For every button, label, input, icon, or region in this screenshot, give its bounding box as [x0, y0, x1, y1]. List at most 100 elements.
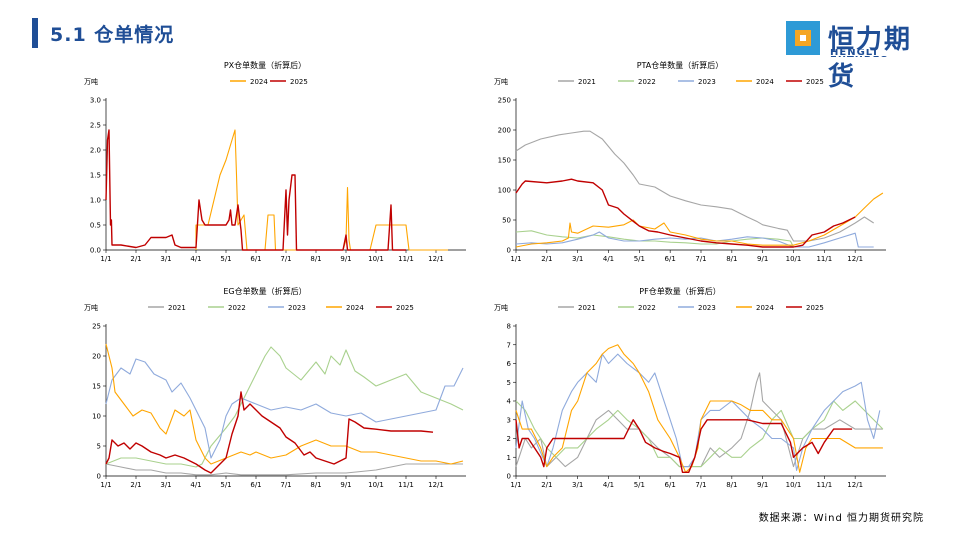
y-tick-label: 1.5 [90, 172, 101, 180]
x-tick-label: 10/1 [368, 481, 384, 489]
series-line-2021 [515, 372, 883, 468]
x-tick-label: 3/1 [160, 481, 171, 489]
legend-label-2023: 2023 [698, 304, 716, 312]
series-line-2022 [515, 400, 884, 468]
eg-chart: EG仓单数量（折算后）万吨 2021 2022 2023 2024 20250510152… [84, 286, 466, 489]
x-tick-label: 6/1 [250, 481, 261, 489]
x-tick-label: 8/1 [726, 255, 737, 263]
chart-title: PTA仓单数量（折算后） [637, 60, 724, 70]
y-tick-label: 15 [92, 383, 101, 391]
y-tick-label: 20 [92, 353, 101, 361]
legend-label-2025: 2025 [290, 78, 308, 86]
x-tick-label: 7/1 [695, 481, 706, 489]
legend-label-2024: 2024 [756, 78, 774, 86]
x-tick-label: 11/1 [398, 481, 414, 489]
y-tick-label: 200 [498, 127, 511, 135]
y-tick-label: 8 [507, 323, 511, 331]
x-tick-label: 1/1 [100, 255, 111, 263]
y-unit-label: 万吨 [84, 77, 98, 86]
y-tick-label: 0.5 [90, 222, 101, 230]
x-tick-label: 4/1 [190, 481, 201, 489]
y-tick-label: 0.0 [90, 247, 101, 255]
logo-name: 恒力期货 [828, 25, 913, 92]
x-tick-label: 1/1 [510, 255, 521, 263]
y-tick-label: 0 [507, 473, 511, 481]
x-tick-label: 10/1 [786, 481, 802, 489]
x-tick-label: 2/1 [130, 481, 141, 489]
series-line-2024 [195, 129, 448, 251]
x-tick-label: 8/1 [310, 255, 321, 263]
x-tick-label: 3/1 [572, 255, 583, 263]
x-tick-label: 3/1 [160, 255, 171, 263]
x-tick-label: 12/1 [428, 481, 444, 489]
series-line-2023 [515, 231, 874, 248]
y-tick-label: 7 [507, 341, 511, 349]
x-tick-label: 11/1 [816, 481, 832, 489]
legend-label-2021: 2021 [168, 304, 186, 312]
y-tick-label: 5 [97, 443, 101, 451]
y-tick-label: 50 [502, 217, 511, 225]
legend-label-2023: 2023 [698, 78, 716, 86]
y-tick-label: 2 [507, 435, 511, 443]
legend-label-2025: 2025 [806, 78, 824, 86]
x-tick-label: 12/1 [847, 255, 863, 263]
legend-label-2024: 2024 [346, 304, 364, 312]
legend-label-2024: 2024 [756, 304, 774, 312]
y-tick-label: 150 [498, 157, 511, 165]
title-accent-bar [32, 18, 38, 48]
x-tick-label: 4/1 [603, 255, 614, 263]
x-tick-label: 5/1 [220, 481, 231, 489]
x-tick-label: 6/1 [665, 481, 676, 489]
series-line-2023 [515, 353, 881, 471]
x-tick-label: 3/1 [572, 481, 583, 489]
y-tick-label: 5 [507, 379, 511, 387]
y-tick-label: 2.5 [90, 122, 101, 130]
series-line-2025 [515, 178, 856, 248]
x-tick-label: 2/1 [130, 255, 141, 263]
y-tick-label: 0 [507, 247, 511, 255]
company-logo: 恒力期货 HENGLI FUTURES [786, 19, 936, 92]
x-tick-label: 4/1 [190, 255, 201, 263]
chart-title: PX仓单数量（折算后） [224, 60, 306, 70]
px-chart: PX仓单数量（折算后） 万吨 2024 2025 0.0 0.5 1.0 1.5 2.0 2.5 3… [84, 60, 466, 263]
y-tick-label: 100 [498, 187, 511, 195]
y-tick-label: 2.0 [90, 147, 101, 155]
x-tick-label: 7/1 [280, 481, 291, 489]
x-tick-label: 11/1 [816, 255, 832, 263]
y-unit-label: 万吨 [84, 303, 98, 312]
x-tick-label: 9/1 [757, 255, 768, 263]
series-line-2025 [515, 419, 853, 473]
y-tick-label: 1.0 [90, 197, 101, 205]
x-tick-label: 10/1 [786, 255, 802, 263]
x-tick-label: 2/1 [541, 481, 552, 489]
logo-mark-icon [786, 21, 820, 55]
y-tick-label: 3 [507, 416, 511, 424]
series-line-2024 [515, 344, 883, 473]
x-tick-label: 1/1 [100, 481, 111, 489]
x-tick-label: 9/1 [340, 255, 351, 263]
x-tick-label: 2/1 [541, 255, 552, 263]
y-tick-label: 1 [507, 454, 511, 462]
x-tick-label: 11/1 [398, 255, 414, 263]
chart-title: EG仓单数量（折算后） [223, 286, 306, 296]
x-tick-label: 5/1 [634, 481, 645, 489]
legend-label-2022: 2022 [638, 304, 656, 312]
series-line-2022 [105, 346, 464, 468]
x-tick-label: 9/1 [757, 481, 768, 489]
y-tick-label: 0 [97, 473, 101, 481]
series-line-2025 [105, 129, 406, 251]
logo-english: HENGLI FUTURES [830, 49, 888, 57]
x-tick-label: 6/1 [250, 255, 261, 263]
x-tick-label: 6/1 [665, 255, 676, 263]
data-source: 数据来源：Wind 恒力期货研究院 [758, 513, 924, 524]
legend-label-2021: 2021 [578, 304, 596, 312]
y-unit-label: 万吨 [494, 77, 508, 86]
y-tick-label: 10 [92, 413, 101, 421]
page-title: 5.1 仓单情况 [50, 24, 175, 46]
x-tick-label: 12/1 [847, 481, 863, 489]
x-tick-label: 4/1 [603, 481, 614, 489]
series-line-2025 [105, 391, 434, 474]
x-tick-label: 9/1 [340, 481, 351, 489]
legend-label-2022: 2022 [228, 304, 246, 312]
y-tick-label: 4 [507, 398, 512, 406]
